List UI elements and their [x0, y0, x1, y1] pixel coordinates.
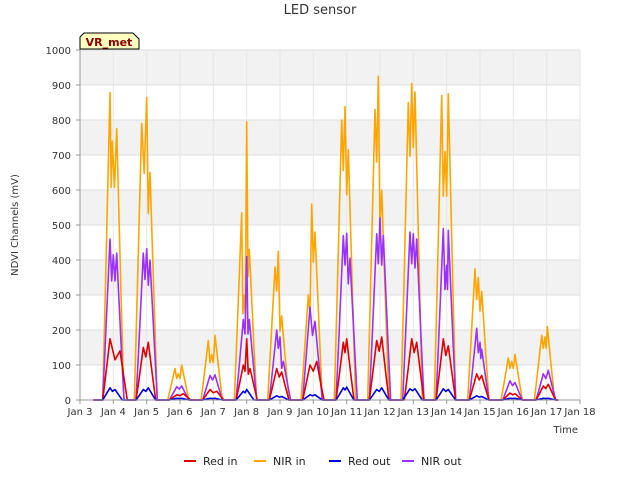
plot-band — [80, 155, 580, 190]
y-tick-label: 300 — [52, 291, 71, 302]
x-tick-label: Jan 16 — [497, 407, 529, 418]
legend-label: Red out — [348, 455, 391, 468]
x-tick-label: Jan 7 — [200, 407, 226, 418]
badge-label: VR_met — [86, 36, 133, 49]
x-tick-label: Jan 12 — [363, 407, 395, 418]
y-tick-label: 0 — [65, 396, 71, 407]
x-tick-label: Jan 18 — [563, 407, 595, 418]
series-line-nir-in — [93, 75, 559, 401]
y-tick-label: 900 — [52, 81, 71, 92]
plot-band — [80, 190, 580, 225]
plot-band — [80, 260, 580, 295]
plot-band — [80, 225, 580, 260]
plot-band — [80, 120, 580, 155]
legend-item-nir-in[interactable]: NIR in — [254, 455, 306, 468]
x-tick-label: Jan 10 — [297, 407, 329, 418]
y-tick-label: 400 — [52, 256, 71, 267]
legend-item-red-out[interactable]: Red out — [329, 455, 391, 468]
x-tick-labels: Jan 3 Jan 4 Jan 5 Jan 6 Jan 7 Jan 8 Jan 9 Jan 1… — [67, 400, 596, 418]
badge-shape — [79, 32, 140, 50]
x-axis-title: Time — [553, 425, 578, 436]
legend-label: Red in — [203, 455, 237, 468]
y-tick-label: 600 — [52, 186, 71, 197]
series-line-red-in — [93, 336, 559, 401]
plot-band — [80, 85, 580, 120]
x-tick-label: Jan 17 — [530, 407, 562, 418]
legend-label: NIR out — [421, 455, 462, 468]
x-tick-label: Jan 11 — [330, 407, 362, 418]
x-tick-label: Jan 14 — [430, 407, 462, 418]
x-tick-label: Jan 6 — [167, 407, 193, 418]
plot-bands — [80, 50, 580, 400]
legend-item-nir-out[interactable]: NIR out — [402, 455, 462, 468]
series-line-nir-out — [93, 217, 559, 401]
y-axis-title: NDVI Channels (mV) — [10, 174, 21, 276]
dataset-badge: VR_met — [79, 32, 140, 50]
x-tick-label: Jan 9 — [267, 407, 293, 418]
plot-band — [80, 50, 580, 85]
legend: Red in NIR in Red out NIR out — [184, 455, 462, 468]
plot-band — [80, 295, 580, 330]
x-tick-label: Jan 15 — [463, 407, 495, 418]
x-tick-label: Jan 3 — [67, 407, 93, 418]
x-tick-label: Jan 4 — [100, 407, 126, 418]
chart-title: LED sensor — [284, 3, 357, 18]
x-tick-label: Jan 8 — [233, 407, 259, 418]
y-tick-label: 500 — [52, 221, 71, 232]
y-tick-label: 100 — [52, 361, 71, 372]
y-tick-label: 800 — [52, 116, 71, 127]
plot-band — [80, 330, 580, 365]
y-tick-label: 1000 — [46, 46, 71, 57]
y-tick-label: 200 — [52, 326, 71, 337]
legend-item-red-in[interactable]: Red in — [184, 455, 237, 468]
x-tick-label: Jan 5 — [133, 407, 159, 418]
legend-label: NIR in — [273, 455, 306, 468]
y-tick-label: 700 — [52, 151, 71, 162]
plot-band — [80, 365, 580, 400]
y-tick-labels: 0 100 200 300 400 500 600 700 800 900 1000 — [46, 46, 80, 407]
x-tick-label: Jan 13 — [397, 407, 429, 418]
